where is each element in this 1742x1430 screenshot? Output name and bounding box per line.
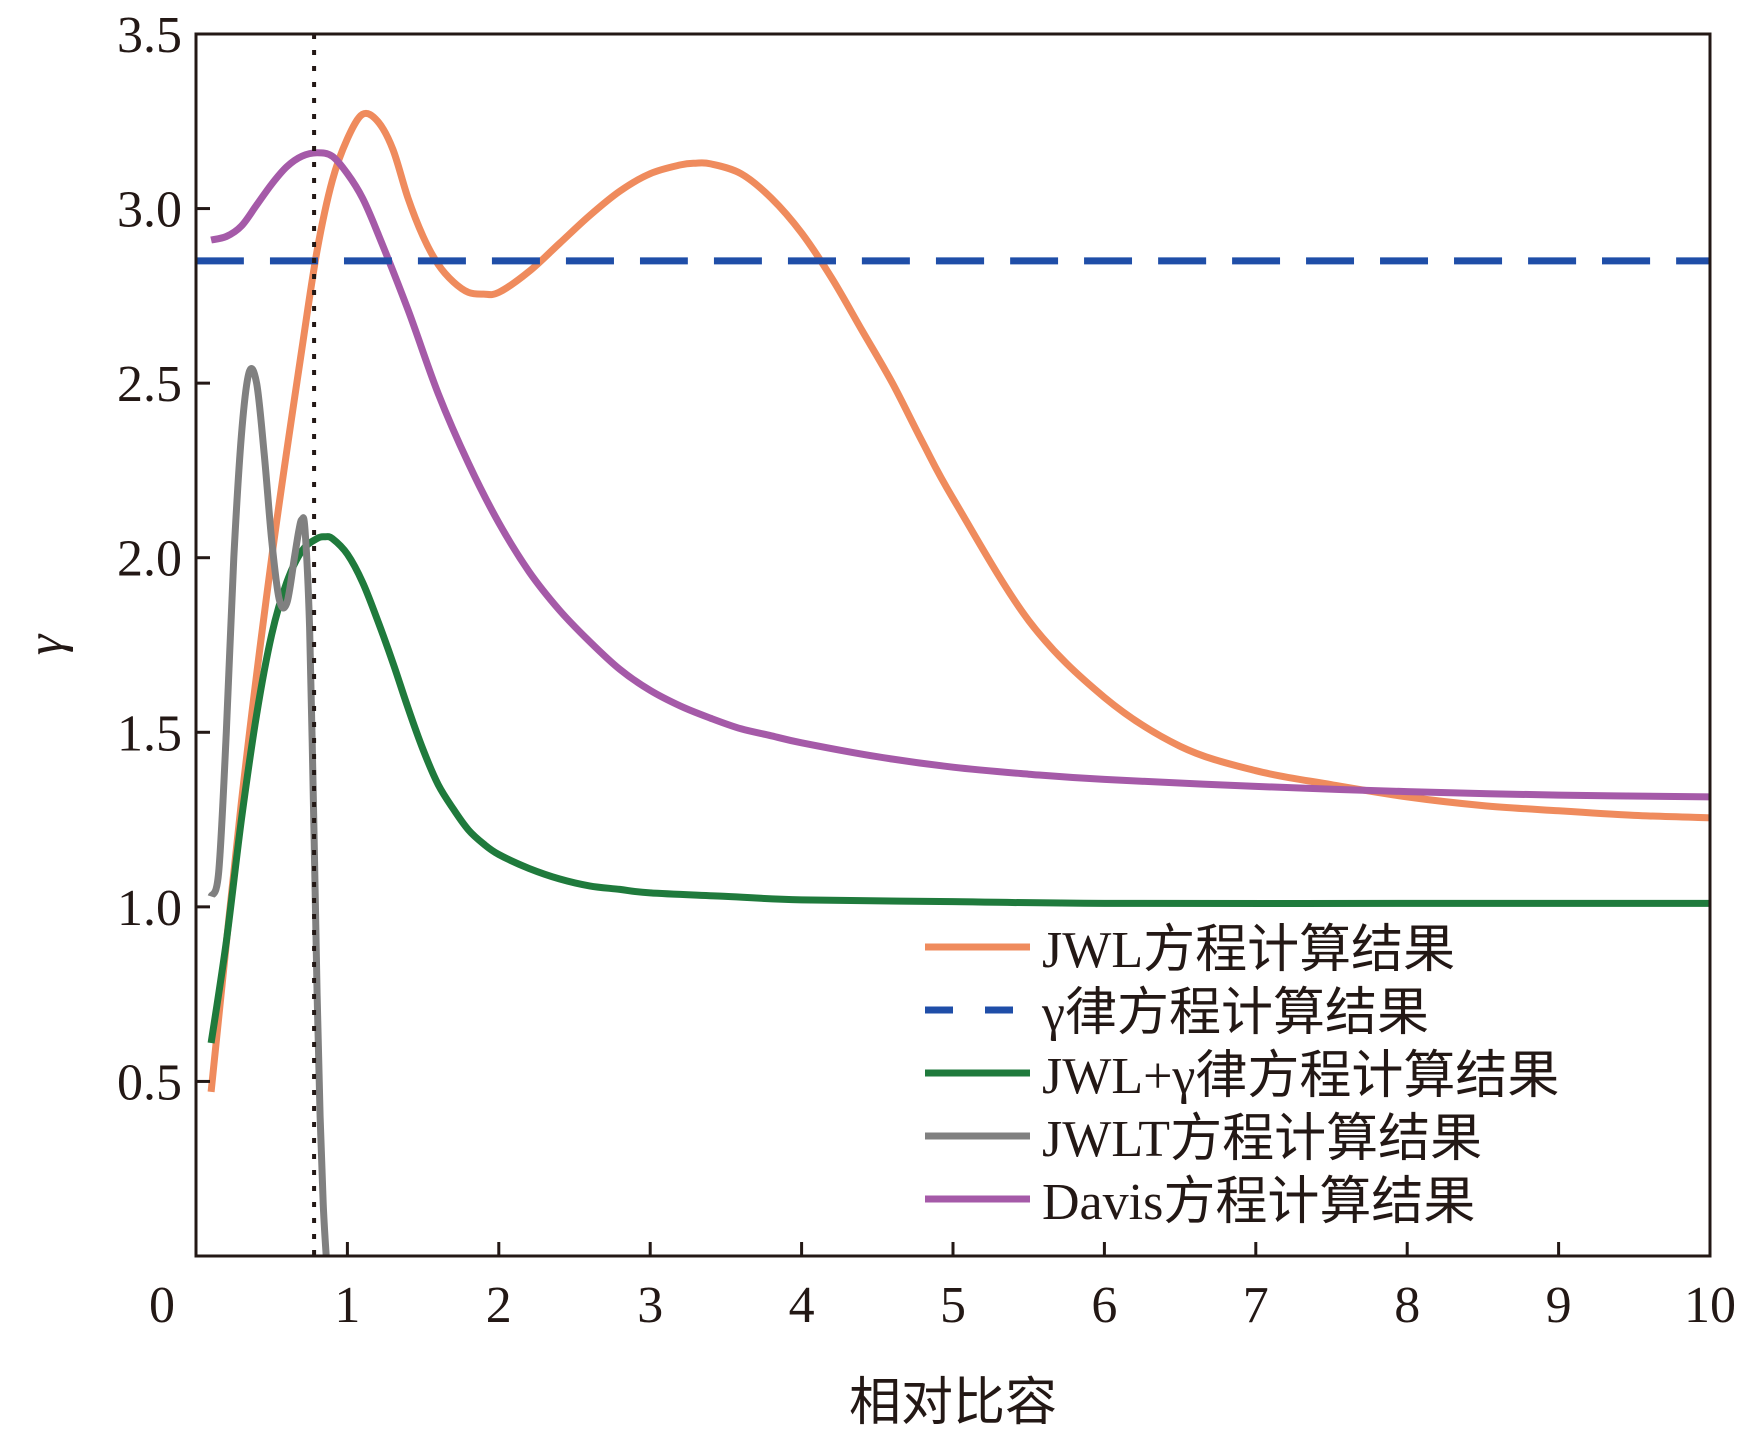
x-tick-label: 10 — [1684, 1277, 1736, 1334]
x-tick-label: 5 — [940, 1277, 966, 1334]
x-axis-title: 相对比容 — [849, 1375, 1057, 1430]
x-tick-label: 3 — [637, 1277, 663, 1334]
legend: JWL方程计算结果 γ律方程计算结果 JWL+γ律方程计算结果 JWLT方程计算结果 D… — [925, 922, 1559, 1231]
legend-label: JWLT方程计算结果 — [1042, 1111, 1482, 1168]
legend-label: JWL+γ律方程计算结果 — [1042, 1048, 1559, 1105]
y-tick-label: 0.5 — [117, 1054, 182, 1111]
series-line-5 — [210, 149, 1710, 801]
x-tick-label: 9 — [1546, 1277, 1572, 1334]
series-line-1 — [207, 109, 1710, 1093]
x-tick-label: 6 — [1091, 1277, 1117, 1334]
y-tick-label: 2.0 — [117, 531, 182, 588]
x-tick-label: 7 — [1243, 1277, 1269, 1334]
x-tick-label: 2 — [486, 1277, 512, 1334]
y-tick-label: 1.5 — [117, 705, 182, 762]
x-axis: 0 1 2 3 4 5 6 7 8 9 10 — [149, 1242, 1736, 1334]
x-tick-label: 1 — [334, 1277, 360, 1334]
series-line-3 — [207, 533, 1710, 1044]
series-line-4 — [207, 365, 330, 1256]
y-tick-label: 3.0 — [117, 182, 182, 239]
x-tick-label: 0 — [149, 1277, 175, 1334]
legend-label: JWL方程计算结果 — [1042, 922, 1455, 979]
y-tick-label: 1.0 — [117, 880, 182, 937]
y-axis-title: γ — [17, 633, 74, 655]
y-tick-label: 2.5 — [117, 356, 182, 413]
y-axis: 0.5 1.0 1.5 2.0 2.5 3.0 3.5 — [117, 7, 210, 1111]
y-tick-label: 3.5 — [117, 7, 182, 64]
x-tick-label: 4 — [789, 1277, 815, 1334]
legend-label: γ律方程计算结果 — [1041, 985, 1429, 1042]
legend-label: Davis方程计算结果 — [1042, 1174, 1475, 1231]
x-tick-label: 8 — [1394, 1277, 1420, 1334]
plot-lines — [196, 34, 1710, 1256]
